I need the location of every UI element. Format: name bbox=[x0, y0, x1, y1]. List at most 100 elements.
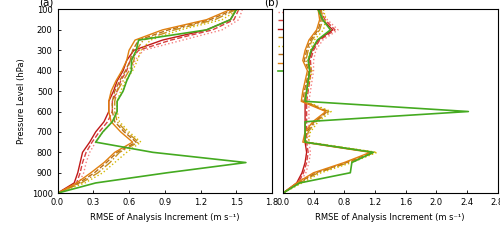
OUTER_bg bbox=[80, 151, 86, 154]
OUTER_1 bbox=[308, 69, 314, 72]
OUTER_1 bbox=[136, 49, 141, 52]
OUTER_1 bbox=[118, 79, 124, 82]
QSVA_10 bbox=[280, 192, 286, 195]
OUTER_2 bbox=[180, 39, 186, 41]
OUTER_1 bbox=[300, 171, 306, 174]
4DVAR bbox=[110, 120, 116, 123]
QSVA_20 bbox=[112, 110, 117, 113]
OUTER_2 bbox=[83, 161, 89, 164]
OUTER_2 bbox=[114, 110, 120, 113]
4DVAR bbox=[328, 28, 334, 31]
QSVA_0 bbox=[92, 171, 98, 174]
OUTER_bg bbox=[320, 18, 326, 21]
OUTER_bg bbox=[110, 90, 116, 92]
4DVAR bbox=[314, 39, 320, 41]
OUTER_1 bbox=[80, 161, 86, 164]
QSVA_10 bbox=[114, 100, 120, 103]
4DVAR bbox=[100, 131, 106, 133]
OUTER_2 bbox=[309, 79, 315, 82]
OUTER_bg bbox=[131, 49, 137, 52]
QSVA_0 bbox=[112, 120, 117, 123]
QSVA_10 bbox=[122, 79, 128, 82]
QSVA_10 bbox=[308, 49, 314, 52]
OUTER_1 bbox=[124, 69, 130, 72]
OUTER_2 bbox=[306, 120, 312, 123]
X-axis label: RMSE of Analysis Increment (m s⁻¹): RMSE of Analysis Increment (m s⁻¹) bbox=[316, 213, 465, 222]
OUTER_2 bbox=[310, 59, 316, 62]
QSVA_0 bbox=[122, 131, 128, 133]
OUTER_2 bbox=[306, 131, 312, 133]
QSVA_0 bbox=[104, 161, 110, 164]
QSVA_10 bbox=[309, 69, 315, 72]
OUTER_1 bbox=[316, 39, 322, 41]
QSVA_bg bbox=[108, 120, 114, 123]
4DVAR bbox=[315, 8, 321, 11]
OUTER_1 bbox=[280, 192, 286, 195]
4DVAR bbox=[128, 69, 134, 72]
OUTER_bg bbox=[302, 110, 308, 113]
QSVA_0 bbox=[207, 18, 213, 21]
QSVA_bg bbox=[302, 49, 308, 52]
QSVA_0 bbox=[112, 90, 117, 92]
OUTER_bg bbox=[305, 79, 311, 82]
OUTER_1 bbox=[306, 79, 312, 82]
QSVA_20 bbox=[318, 8, 324, 11]
4DVAR bbox=[114, 110, 120, 113]
OUTER_2 bbox=[76, 182, 82, 184]
QSVA_0 bbox=[315, 28, 321, 31]
QSVA_10 bbox=[299, 182, 305, 184]
Legend: OUTER_2, OUTER_1, OUTER_bg, QSVA_20, QSVA_10, QSVA_0, QSVA_bg, 4DVAR: OUTER_2, OUTER_1, OUTER_bg, QSVA_20, QSV… bbox=[278, 9, 332, 75]
QSVA_10 bbox=[82, 182, 88, 184]
OUTER_1 bbox=[168, 39, 174, 41]
OUTER_2 bbox=[308, 90, 314, 92]
OUTER_bg bbox=[86, 141, 92, 144]
OUTER_1 bbox=[83, 151, 89, 154]
OUTER_bg bbox=[304, 151, 310, 154]
QSVA_0 bbox=[133, 141, 139, 144]
Line: QSVA_0: QSVA_0 bbox=[283, 9, 372, 193]
QSVA_20 bbox=[313, 120, 319, 123]
OUTER_bg bbox=[306, 69, 312, 72]
OUTER_bg bbox=[330, 28, 336, 31]
QSVA_10 bbox=[308, 131, 314, 133]
X-axis label: RMSE of Analysis Increment (m s⁻¹): RMSE of Analysis Increment (m s⁻¹) bbox=[90, 213, 240, 222]
QSVA_bg bbox=[101, 161, 107, 164]
QSVA_10 bbox=[114, 110, 120, 113]
4DVAR bbox=[128, 59, 134, 62]
QSVA_20 bbox=[120, 79, 126, 82]
OUTER_bg bbox=[315, 8, 321, 11]
4DVAR bbox=[54, 192, 60, 195]
Line: OUTER_2: OUTER_2 bbox=[58, 9, 242, 193]
QSVA_bg bbox=[302, 131, 308, 133]
QSVA_10 bbox=[320, 8, 326, 11]
OUTER_bg bbox=[302, 131, 308, 133]
4DVAR bbox=[306, 69, 312, 72]
OUTER_1 bbox=[308, 59, 314, 62]
QSVA_0 bbox=[304, 131, 310, 133]
4DVAR bbox=[164, 171, 170, 174]
Line: QSVA_bg: QSVA_bg bbox=[58, 9, 231, 193]
OUTER_2 bbox=[100, 131, 106, 133]
QSVA_10 bbox=[100, 171, 106, 174]
4DVAR bbox=[92, 182, 98, 184]
QSVA_20 bbox=[95, 171, 101, 174]
QSVA_bg bbox=[323, 110, 329, 113]
QSVA_bg bbox=[300, 90, 306, 92]
QSVA_10 bbox=[118, 90, 124, 92]
QSVA_0 bbox=[110, 110, 116, 113]
QSVA_0 bbox=[316, 8, 322, 11]
OUTER_1 bbox=[304, 141, 310, 144]
QSVA_10 bbox=[130, 69, 136, 72]
OUTER_bg bbox=[302, 120, 308, 123]
QSVA_20 bbox=[131, 59, 137, 62]
4DVAR bbox=[348, 171, 354, 174]
OUTER_1 bbox=[304, 161, 310, 164]
OUTER_2 bbox=[306, 161, 312, 164]
QSVA_20 bbox=[112, 100, 117, 103]
QSVA_bg bbox=[124, 59, 130, 62]
OUTER_bg bbox=[120, 69, 126, 72]
QSVA_10 bbox=[138, 49, 144, 52]
OUTER_2 bbox=[318, 8, 324, 11]
Line: QSVA_0: QSVA_0 bbox=[58, 9, 234, 193]
QSVA_20 bbox=[320, 18, 326, 21]
